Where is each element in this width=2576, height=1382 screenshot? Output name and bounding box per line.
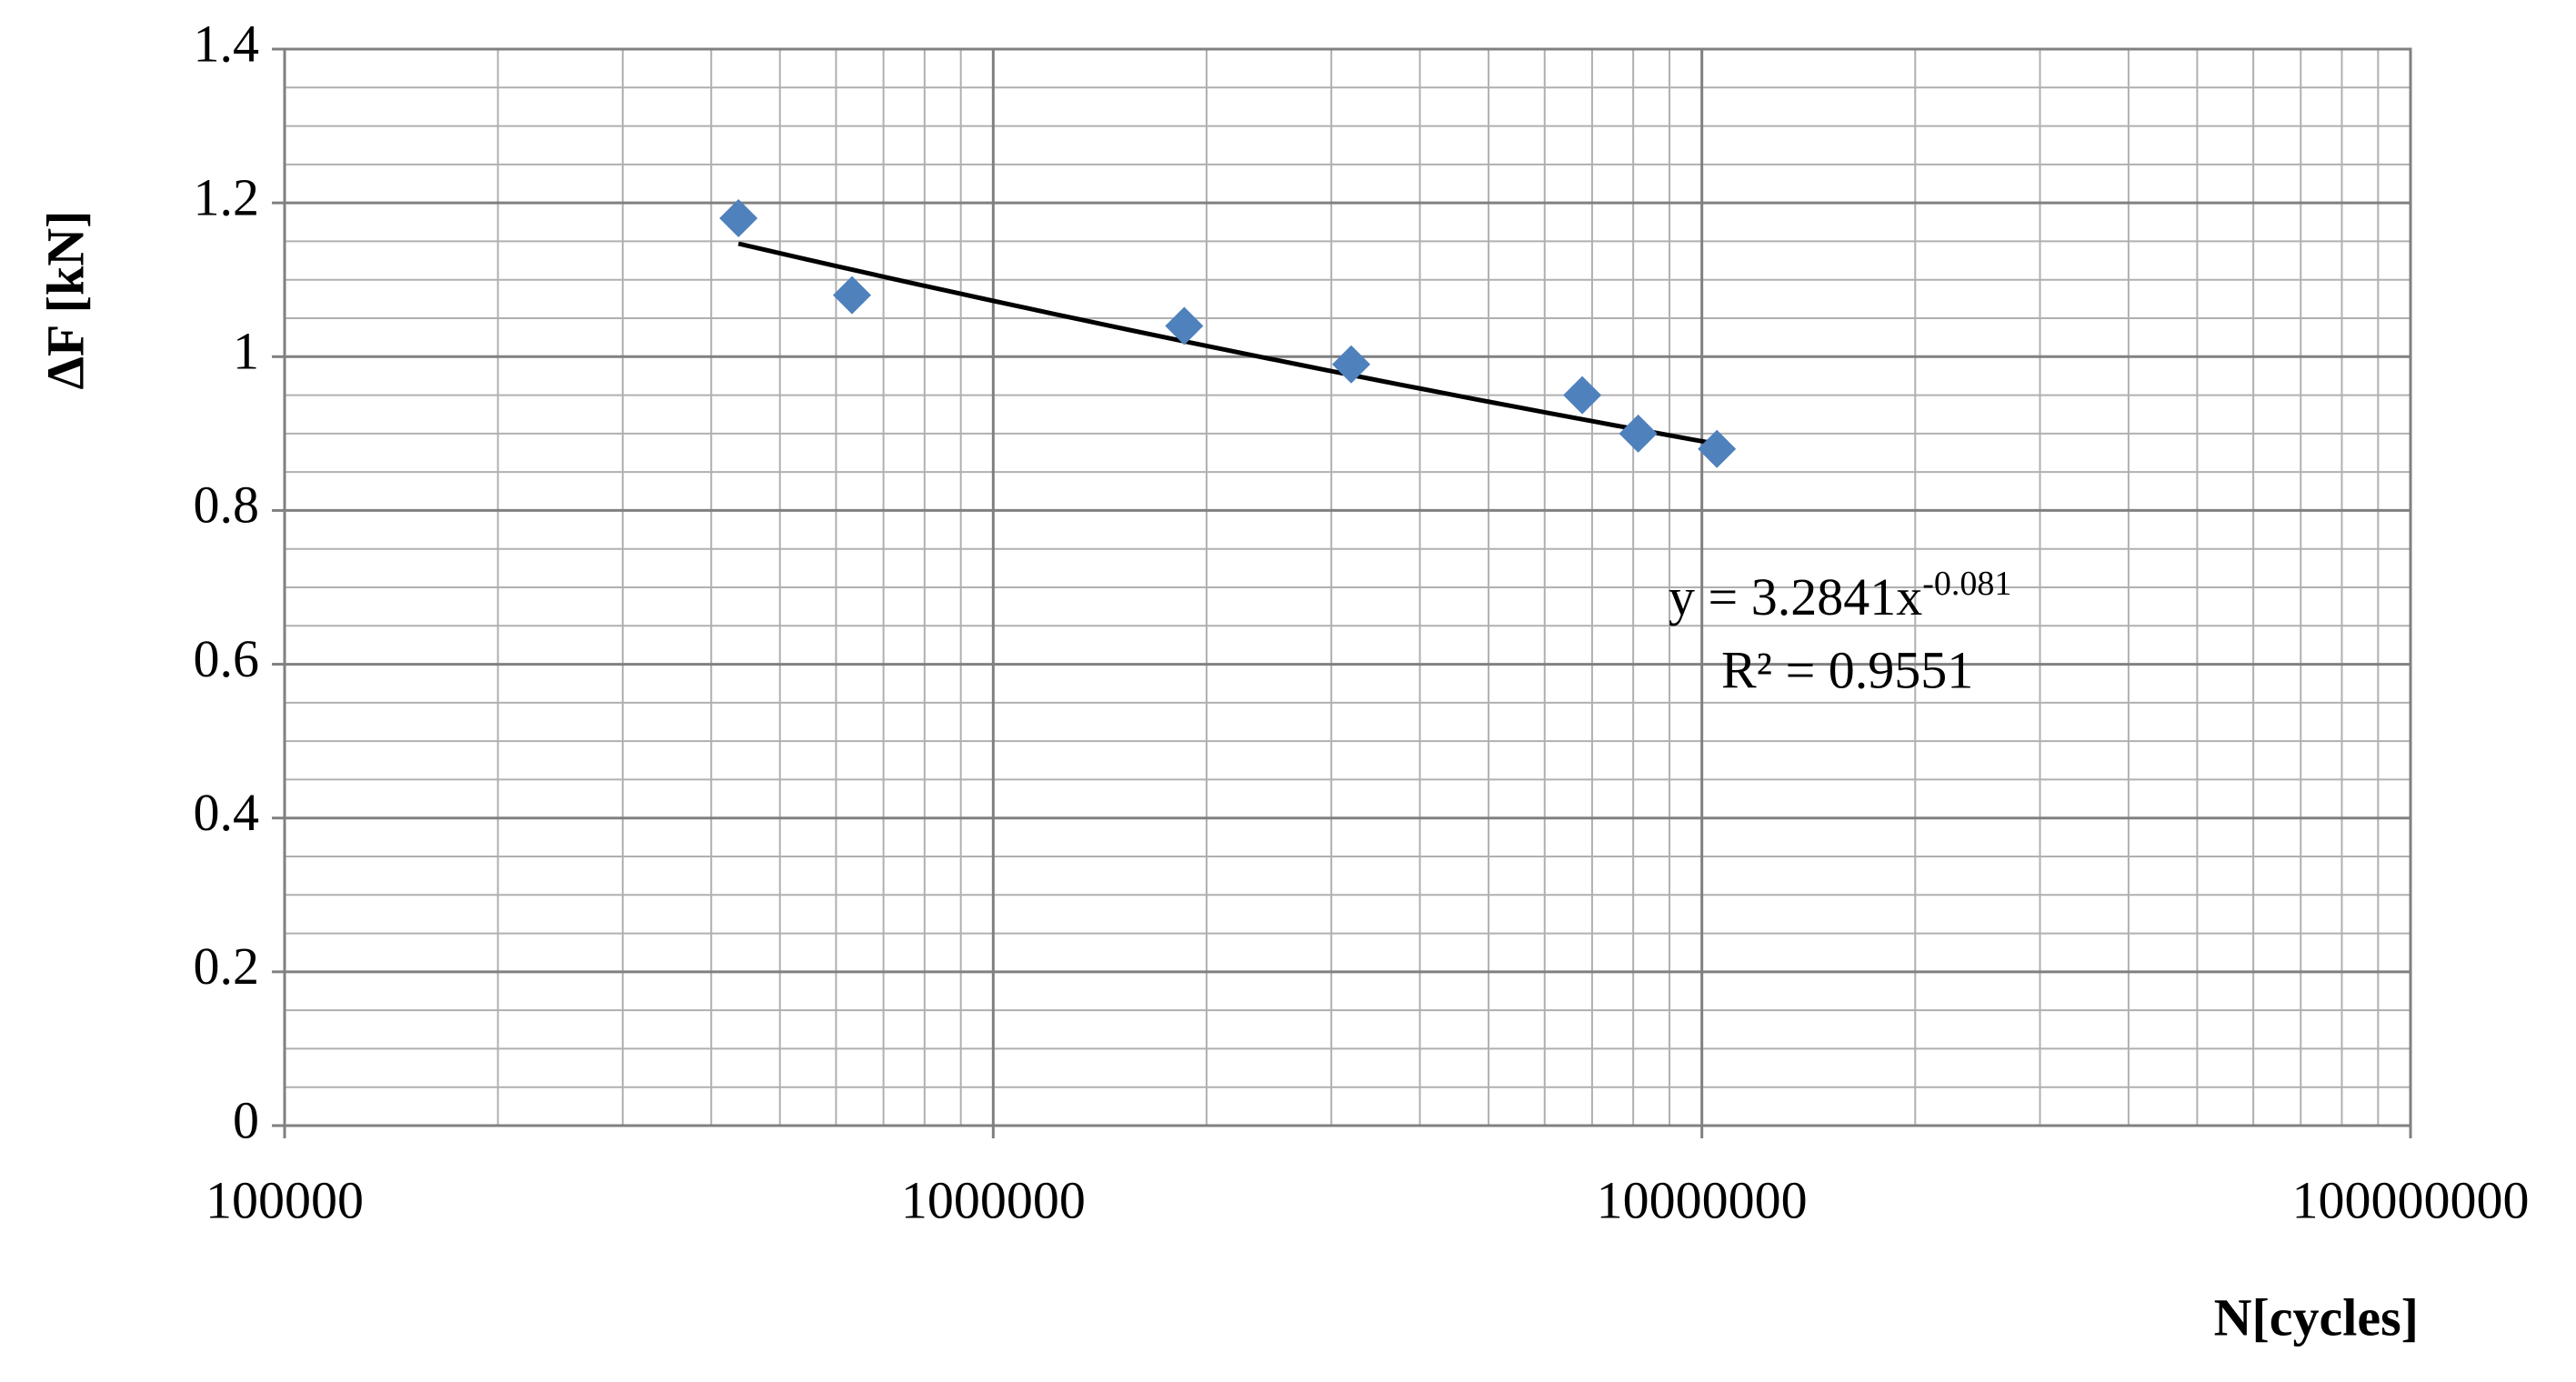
trendline-r2: R² = 0.9551	[1721, 640, 1973, 699]
y-tick-label: 1.2	[194, 167, 260, 226]
y-tick-label: 0.2	[194, 936, 260, 996]
data-point	[833, 275, 872, 315]
equation-exponent: -0.081	[1922, 565, 2011, 603]
equation-text: y = 3.2841x	[1669, 567, 1922, 626]
trendline	[737, 241, 1718, 446]
data-point	[1165, 306, 1204, 346]
data-point	[719, 199, 758, 238]
y-axis-label: ΔF [kN]	[35, 211, 95, 390]
data-point	[1698, 429, 1737, 468]
x-tick-label: 100000000	[2292, 1170, 2530, 1229]
x-axis-label: N[cycles]	[2214, 1287, 2419, 1347]
x-tick-label: 1000000	[901, 1170, 1086, 1229]
y-tick-label: 0	[233, 1090, 259, 1149]
y-tick-label: 1	[233, 322, 259, 381]
data-point	[1619, 414, 1658, 453]
y-tick-label: 1.4	[194, 14, 260, 73]
x-tick-label: 100000	[205, 1170, 364, 1229]
data-point	[1563, 376, 1602, 415]
y-tick-label: 0.6	[194, 629, 260, 688]
grid	[283, 47, 2412, 1127]
y-tick-label: 0.4	[194, 783, 260, 842]
data-point	[1332, 345, 1371, 384]
plot-border	[283, 47, 2412, 1127]
trendline-equation: y = 3.2841x-0.081	[1669, 565, 2011, 627]
x-tick-label: 10000000	[1597, 1170, 1808, 1229]
y-tick-label: 0.8	[194, 476, 260, 535]
